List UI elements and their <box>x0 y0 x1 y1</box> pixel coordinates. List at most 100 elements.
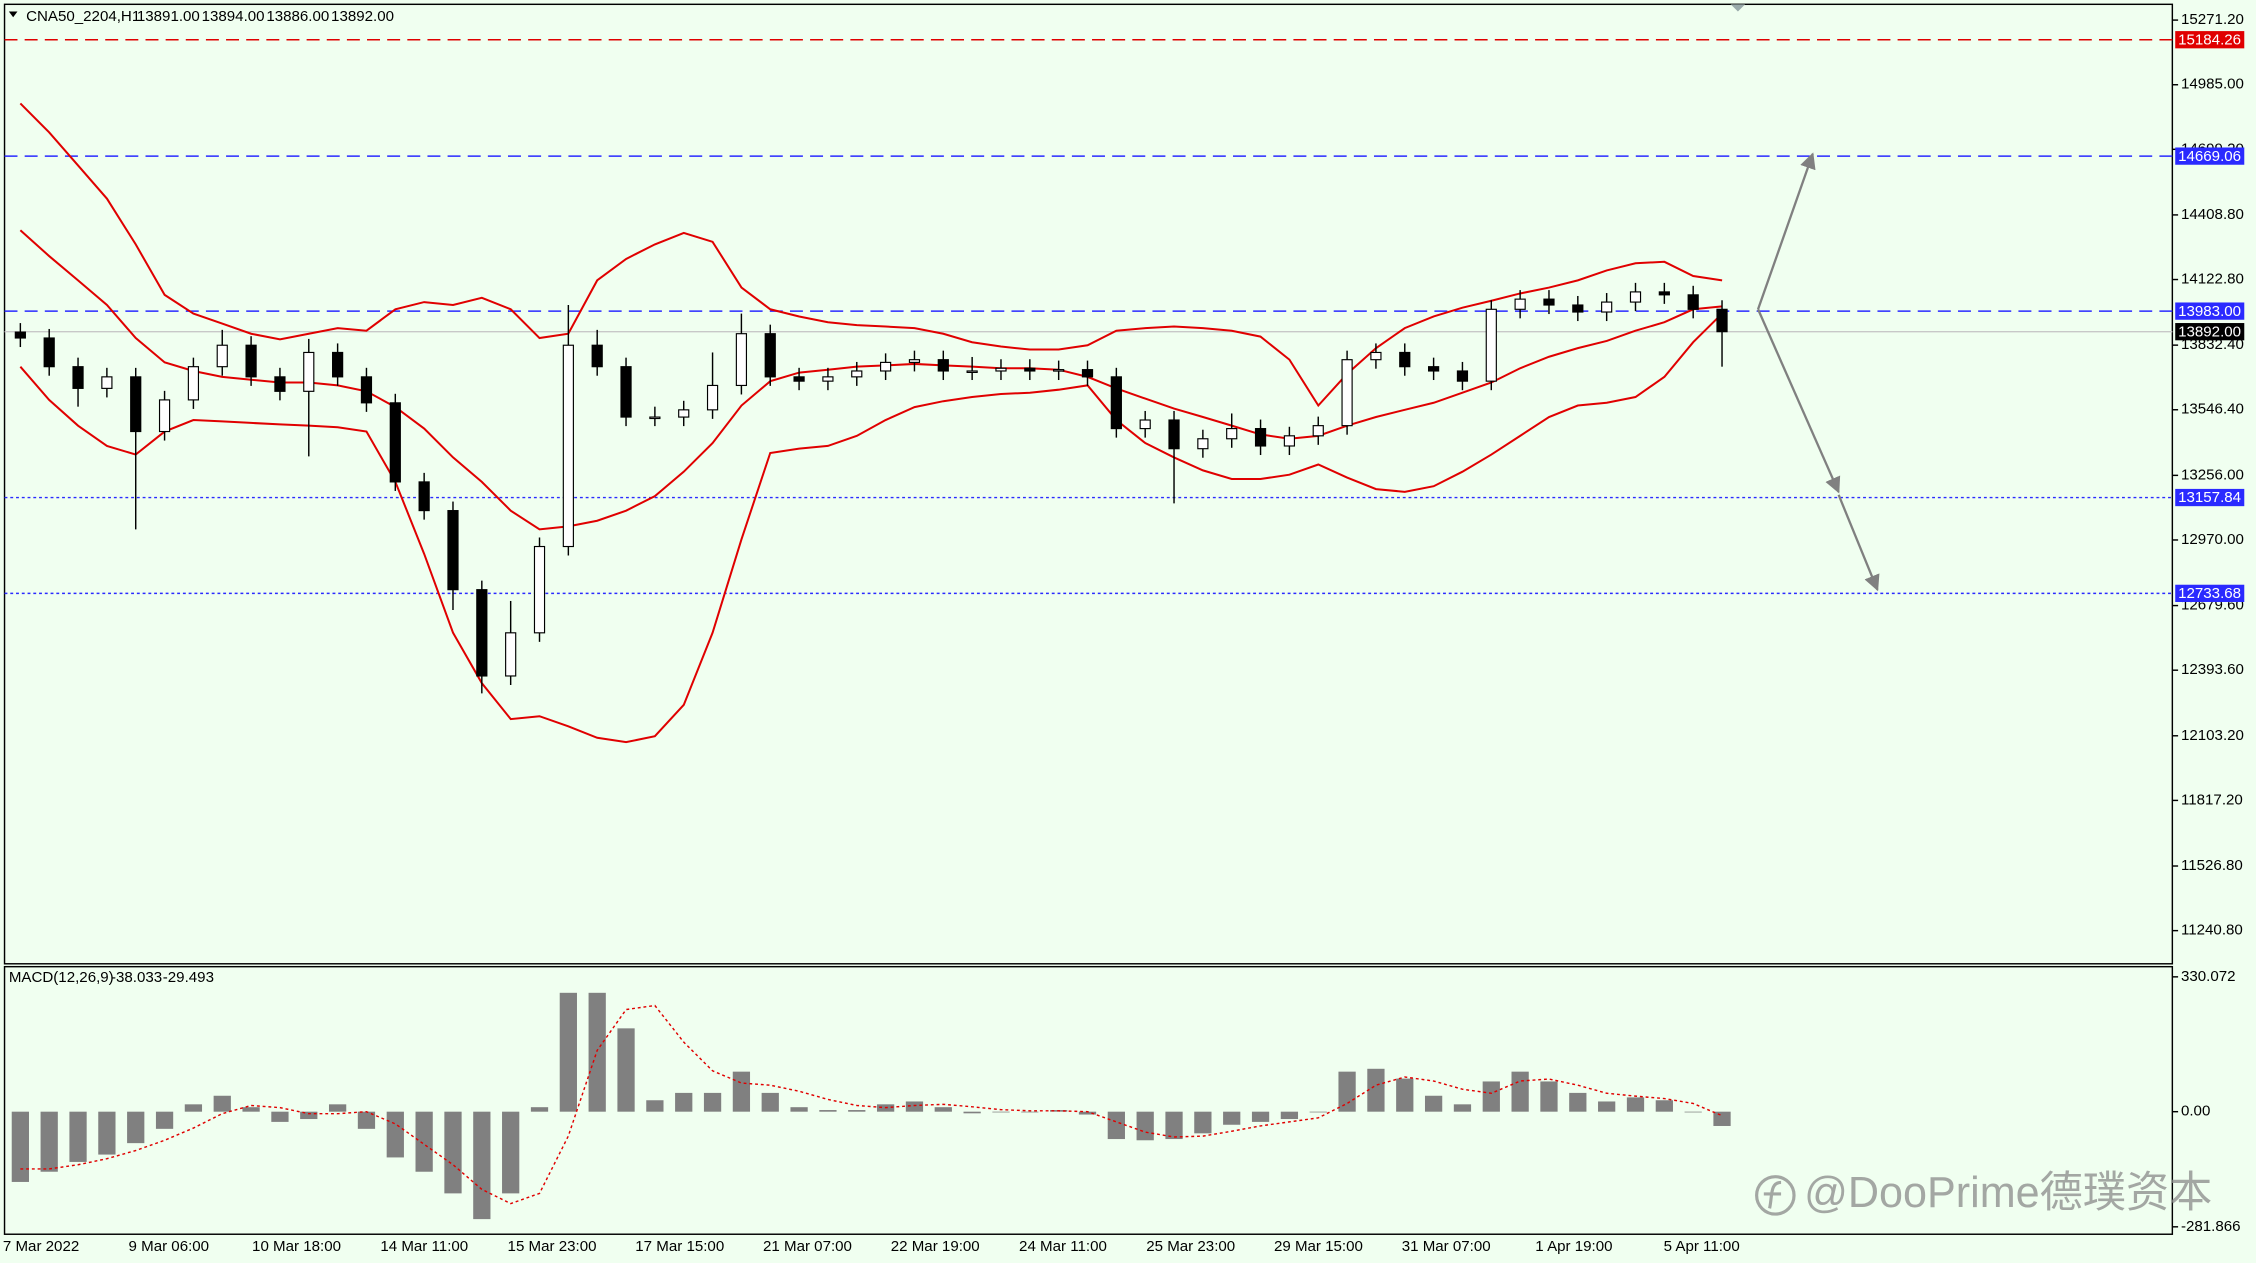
candle-body <box>1053 369 1065 372</box>
macd-bar <box>1338 1071 1356 1112</box>
candle-body <box>995 367 1007 372</box>
y-tick-label: 11240.80 <box>2181 922 2243 939</box>
candle-body <box>1110 376 1122 430</box>
candle-body <box>1629 291 1642 303</box>
macd-bar <box>271 1111 289 1122</box>
macd-bar <box>1598 1101 1616 1112</box>
candle-body <box>158 399 171 433</box>
macd-bar <box>559 992 577 1112</box>
y-tick-label: 11526.80 <box>2181 857 2243 874</box>
level-label: 13157.84 <box>2178 489 2241 506</box>
candle-body <box>822 376 834 382</box>
candle-body <box>360 376 373 404</box>
macd-bar <box>1655 1100 1673 1112</box>
logo-ring <box>1755 1175 1796 1216</box>
macd-bar <box>1424 1095 1443 1112</box>
level-label: 15184.26 <box>2178 31 2241 48</box>
macd-bar <box>69 1111 87 1162</box>
candle-body <box>303 351 315 392</box>
macd-bar <box>1021 1111 1039 1113</box>
macd-bar <box>1078 1111 1097 1115</box>
x-tick-label: 5 Apr 11:00 <box>1664 1238 1740 1255</box>
ohlc-value: 13886.00 <box>266 8 329 25</box>
macd-bar <box>761 1092 779 1112</box>
macd-bar <box>1251 1111 1270 1122</box>
arrow-up <box>1756 152 1816 310</box>
current-price-label: 13892.00 <box>2178 323 2241 340</box>
x-tick-label: 22 Mar 19:00 <box>891 1238 980 1255</box>
candle-body <box>735 333 748 387</box>
macd-bar <box>905 1101 924 1112</box>
level-label-box <box>2175 488 2245 507</box>
level-label-box <box>2175 302 2245 320</box>
candle-body <box>1427 366 1440 372</box>
candle-body <box>101 376 113 389</box>
macd-bar <box>1482 1081 1500 1112</box>
x-tick-label: 29 Mar 15:00 <box>1274 1238 1363 1255</box>
macd-bar <box>328 1104 347 1112</box>
macd-bar <box>1136 1111 1154 1141</box>
candle-body <box>793 376 805 382</box>
macd-bar <box>213 1095 231 1112</box>
candle-body <box>620 366 632 418</box>
macd-bar <box>646 1100 664 1112</box>
macd-bar <box>184 1104 203 1112</box>
x-tick-label: 17 Mar 15:00 <box>635 1238 724 1255</box>
candle-body <box>447 510 459 591</box>
y-tick-label: 12393.60 <box>2181 661 2244 678</box>
macd-bar <box>934 1107 952 1112</box>
candle-body <box>706 384 719 411</box>
candle-body <box>1341 359 1353 427</box>
macd-bar <box>1540 1081 1558 1112</box>
macd-bar <box>1309 1111 1327 1113</box>
macd-title: MACD(12,26,9) <box>9 969 114 986</box>
level-label-box <box>2175 584 2245 602</box>
macd-bar <box>127 1111 145 1144</box>
macd-bar <box>1280 1111 1299 1120</box>
ohlc-value: 13894.00 <box>202 8 265 25</box>
macd-bar <box>357 1111 376 1129</box>
candle-body <box>678 409 690 418</box>
x-tick-label: 21 Mar 07:00 <box>763 1238 852 1255</box>
macd-bar <box>588 992 606 1112</box>
candle-body <box>1081 369 1094 378</box>
candle-body <box>274 376 286 392</box>
macd-bar <box>502 1111 520 1194</box>
drawn-arrows <box>1756 152 1880 592</box>
y-tick-label: 13256.00 <box>2181 466 2244 483</box>
macd-bar <box>1223 1111 1241 1125</box>
candle-body <box>880 361 892 372</box>
candle-body <box>1226 428 1238 440</box>
macd-bar <box>1511 1071 1529 1112</box>
candle-body <box>1601 301 1613 313</box>
macd-bar <box>415 1111 433 1172</box>
y-tick-label: 13546.40 <box>2181 401 2244 418</box>
y-tick-label: 13832.40 <box>2181 336 2244 353</box>
candle-body <box>1139 419 1151 430</box>
candle-body <box>72 366 84 389</box>
macd-bar <box>1107 1111 1125 1140</box>
y-tick-label: 15271.20 <box>2181 11 2244 28</box>
candle-body <box>130 376 142 433</box>
macd-bar <box>1194 1111 1212 1134</box>
macd-bar <box>300 1111 318 1120</box>
current-price-box <box>2175 323 2245 341</box>
macd-bar <box>242 1107 260 1112</box>
candle-body <box>562 344 574 548</box>
candle-body <box>389 402 401 483</box>
bollinger-upper <box>19 102 1723 408</box>
macd-bar <box>1713 1111 1731 1126</box>
macd-bar <box>848 1110 866 1112</box>
candle-body <box>1716 308 1728 333</box>
macd-bar <box>1165 1111 1183 1140</box>
macd-bar <box>732 1071 751 1112</box>
macd-signal <box>20 1004 1723 1205</box>
x-tick-label: 1 Apr 19:00 <box>1535 1238 1612 1255</box>
candle-body <box>1485 308 1497 382</box>
macd-bar <box>444 1111 462 1194</box>
ohlc-value: 13891.00 <box>137 8 200 25</box>
candle-body <box>1658 291 1670 296</box>
macd-bar <box>1453 1104 1472 1112</box>
